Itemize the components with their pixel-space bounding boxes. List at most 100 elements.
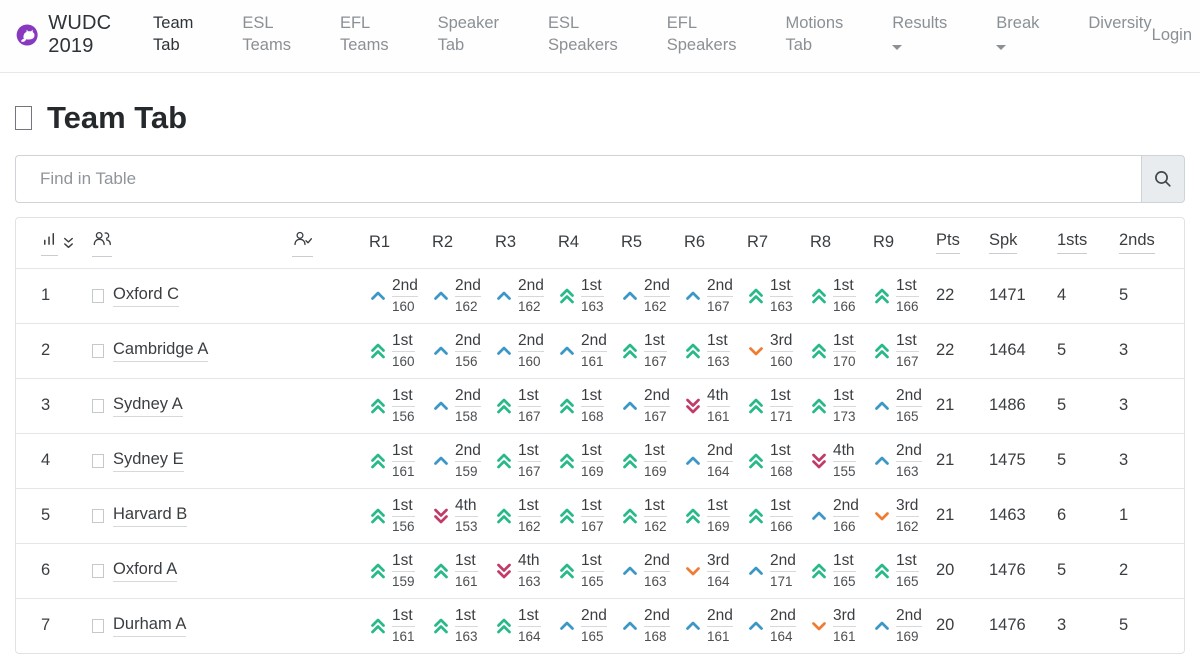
round-place[interactable]: 1st	[581, 497, 604, 517]
round-place[interactable]: 1st	[896, 552, 919, 572]
round-place[interactable]: 2nd	[455, 277, 481, 297]
search-input[interactable]	[15, 155, 1141, 203]
round-place[interactable]: 3rd	[833, 607, 856, 628]
round-place[interactable]: 2nd	[707, 277, 733, 297]
nav-link-speaker-tab[interactable]: Speaker Tab	[437, 14, 500, 54]
round-place[interactable]: 1st	[392, 607, 415, 628]
round-place[interactable]: 2nd	[770, 607, 796, 628]
round-place[interactable]: 4th	[707, 387, 730, 407]
round-place[interactable]: 1st	[518, 387, 541, 407]
search-button[interactable]	[1141, 155, 1185, 203]
round-place[interactable]: 1st	[392, 552, 415, 572]
round-place[interactable]: 1st	[392, 387, 415, 407]
round-place[interactable]: 2nd	[455, 442, 481, 462]
column-header-1sts[interactable]: 1sts	[1049, 218, 1111, 268]
round-place[interactable]: 1st	[896, 277, 919, 297]
column-header-spk[interactable]: Spk	[981, 218, 1049, 268]
round-place[interactable]: 2nd	[644, 277, 670, 297]
nav-link-team-tab[interactable]: Team Tab	[153, 14, 194, 54]
team-link-sydney-e[interactable]: Sydney E	[113, 450, 184, 472]
round-place[interactable]: 1st	[770, 277, 793, 297]
round-place[interactable]: 1st	[770, 442, 793, 462]
round-place[interactable]: 1st	[518, 607, 541, 628]
round-place[interactable]: 1st	[581, 277, 604, 297]
round-place[interactable]: 1st	[581, 552, 604, 572]
round-place[interactable]: 1st	[518, 442, 541, 462]
round-place[interactable]: 1st	[770, 497, 793, 517]
round-place[interactable]: 1st	[518, 497, 541, 517]
round-place[interactable]: 2nd	[833, 497, 859, 517]
column-header-r2[interactable]: R2	[432, 233, 454, 252]
round-place[interactable]: 2nd	[896, 387, 922, 407]
round-place[interactable]: 2nd	[581, 332, 607, 352]
column-header-r7[interactable]: R7	[747, 233, 769, 252]
round-place[interactable]: 4th	[833, 442, 856, 462]
round-place[interactable]: 2nd	[896, 442, 922, 462]
nav-link-motions-tab[interactable]: Motions Tab	[785, 14, 844, 54]
nav-link-results[interactable]: Results	[892, 13, 947, 57]
round-place[interactable]: 2nd	[455, 387, 481, 407]
round-place[interactable]: 3rd	[770, 332, 793, 352]
round-place[interactable]: 2nd	[518, 332, 544, 352]
round-place[interactable]: 1st	[581, 387, 604, 407]
round-place[interactable]: 2nd	[518, 277, 544, 297]
column-header-pts[interactable]: Pts	[928, 218, 981, 268]
round-place[interactable]: 4th	[455, 497, 478, 517]
round-place[interactable]: 1st	[896, 332, 919, 352]
round-place[interactable]: 1st	[455, 607, 478, 628]
round-place[interactable]: 1st	[392, 442, 415, 462]
column-header-r5[interactable]: R5	[621, 233, 643, 252]
column-header-2nds[interactable]: 2nds	[1111, 218, 1184, 268]
team-link-harvard-b[interactable]: Harvard B	[113, 505, 188, 527]
team-link-durham-a[interactable]: Durham A	[113, 615, 187, 637]
nav-link-esl-speakers[interactable]: ESL Speakers	[548, 14, 618, 54]
checked-in-column-header[interactable]	[291, 218, 361, 268]
round-place[interactable]: 1st	[707, 497, 730, 517]
team-link-oxford-c[interactable]: Oxford C	[113, 285, 180, 307]
column-header-r1[interactable]: R1	[369, 233, 391, 252]
team-column-header[interactable]	[91, 218, 291, 268]
round-place[interactable]: 4th	[518, 552, 541, 572]
column-header-r6[interactable]: R6	[684, 233, 706, 252]
round-place[interactable]: 2nd	[392, 277, 418, 297]
round-place[interactable]: 1st	[644, 442, 667, 462]
round-place[interactable]: 1st	[707, 332, 730, 352]
column-header-r9[interactable]: R9	[873, 233, 895, 252]
round-place[interactable]: 2nd	[896, 607, 922, 628]
round-place[interactable]: 1st	[455, 552, 478, 572]
nav-link-efl-speakers[interactable]: EFL Speakers	[666, 14, 737, 54]
round-place[interactable]: 2nd	[707, 607, 733, 628]
round-place[interactable]: 1st	[392, 332, 415, 352]
column-header-r8[interactable]: R8	[810, 233, 832, 252]
round-place[interactable]: 1st	[392, 497, 415, 517]
round-place[interactable]: 2nd	[455, 332, 481, 352]
team-link-cambridge-a[interactable]: Cambridge A	[113, 340, 209, 362]
round-place[interactable]: 2nd	[644, 607, 670, 628]
round-place[interactable]: 1st	[833, 332, 856, 352]
round-place[interactable]: 1st	[833, 277, 856, 297]
login-link[interactable]: Login	[1151, 25, 1193, 44]
round-place[interactable]: 2nd	[581, 607, 607, 628]
round-place[interactable]: 2nd	[644, 552, 670, 572]
nav-link-diversity[interactable]: Diversity	[1088, 14, 1152, 33]
round-place[interactable]: 1st	[833, 387, 856, 407]
round-place[interactable]: 1st	[581, 442, 604, 462]
nav-link-break[interactable]: Break	[996, 13, 1039, 57]
round-place[interactable]: 3rd	[896, 497, 919, 517]
round-place[interactable]: 2nd	[707, 442, 733, 462]
round-place[interactable]: 2nd	[770, 552, 796, 572]
rank-column-header[interactable]	[16, 218, 91, 268]
round-place[interactable]: 1st	[770, 387, 793, 407]
round-place[interactable]: 1st	[644, 332, 667, 352]
round-place[interactable]: 1st	[833, 552, 856, 572]
brand[interactable]: WUDC 2019	[16, 12, 123, 58]
nav-link-esl-teams[interactable]: ESL Teams	[242, 14, 291, 54]
round-place[interactable]: 1st	[644, 497, 667, 517]
column-header-r4[interactable]: R4	[558, 233, 580, 252]
team-link-sydney-a[interactable]: Sydney A	[113, 395, 183, 417]
team-link-oxford-a[interactable]: Oxford A	[113, 560, 178, 582]
column-header-r3[interactable]: R3	[495, 233, 517, 252]
round-place[interactable]: 3rd	[707, 552, 730, 572]
nav-link-efl-teams[interactable]: EFL Teams	[339, 14, 389, 54]
round-place[interactable]: 2nd	[644, 387, 670, 407]
